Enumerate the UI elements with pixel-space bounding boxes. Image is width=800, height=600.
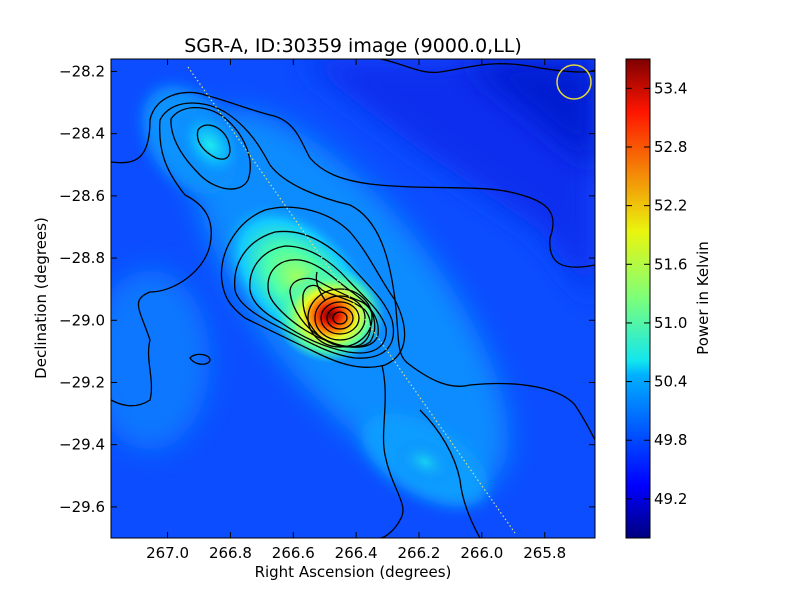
- colorbar-ticks: 49.2 49.8 50.4 51.0 51.6 52.2 52.8 53.4: [626, 79, 687, 508]
- colorbar-tick-label: 51.6: [654, 255, 687, 273]
- x-tick-label: 265.8: [523, 544, 566, 562]
- x-tick-label: 267.0: [146, 544, 189, 562]
- y-axis: −28.2 −28.4 −28.6 −28.8 −29.0 −29.2 −29.4 −29.6: [59, 62, 595, 516]
- y-tick-label: −29.0: [59, 311, 105, 329]
- colorbar-tick-label: 52.8: [654, 138, 687, 156]
- y-tick-label: −29.2: [59, 373, 105, 391]
- contour-lines: [111, 59, 595, 538]
- y-tick-label: −28.2: [59, 62, 105, 80]
- y-tick-label: −29.4: [59, 436, 105, 454]
- colorbar-tick-label: 52.2: [654, 197, 687, 215]
- x-tick-label: 266.8: [209, 544, 252, 562]
- y-tick-label: −28.8: [59, 249, 105, 267]
- colorbar: [625, 58, 651, 539]
- x-axis: 267.0 266.8 266.6 266.4 266.2 266.0 265.8: [146, 59, 566, 562]
- colorbar-tick-label: 49.8: [654, 431, 687, 449]
- plot-frame: [110, 58, 596, 539]
- x-tick-label: 266.0: [460, 544, 503, 562]
- galactic-plane-line: [187, 66, 516, 534]
- x-tick-label: 266.4: [335, 544, 378, 562]
- beam-circle: [556, 64, 592, 100]
- x-tick-label: 266.6: [272, 544, 315, 562]
- chart-title: SGR-A, ID:30359 image (9000.0,LL): [184, 35, 522, 57]
- colorbar-tick-label: 53.4: [654, 79, 687, 97]
- x-axis-label: Right Ascension (degrees): [255, 563, 452, 581]
- y-tick-label: −28.6: [59, 187, 105, 205]
- colorbar-tick-label: 51.0: [654, 314, 687, 332]
- y-axis-label: Declination (degrees): [32, 217, 50, 379]
- colorbar-tick-label: 49.2: [654, 490, 687, 508]
- colorbar-tick-label: 50.4: [654, 373, 687, 391]
- heatmap-image: [111, 59, 595, 538]
- y-tick-label: −28.4: [59, 125, 105, 143]
- y-tick-label: −29.6: [59, 498, 105, 516]
- x-tick-label: 266.2: [398, 544, 441, 562]
- colorbar-label: Power in Kelvin: [694, 241, 712, 355]
